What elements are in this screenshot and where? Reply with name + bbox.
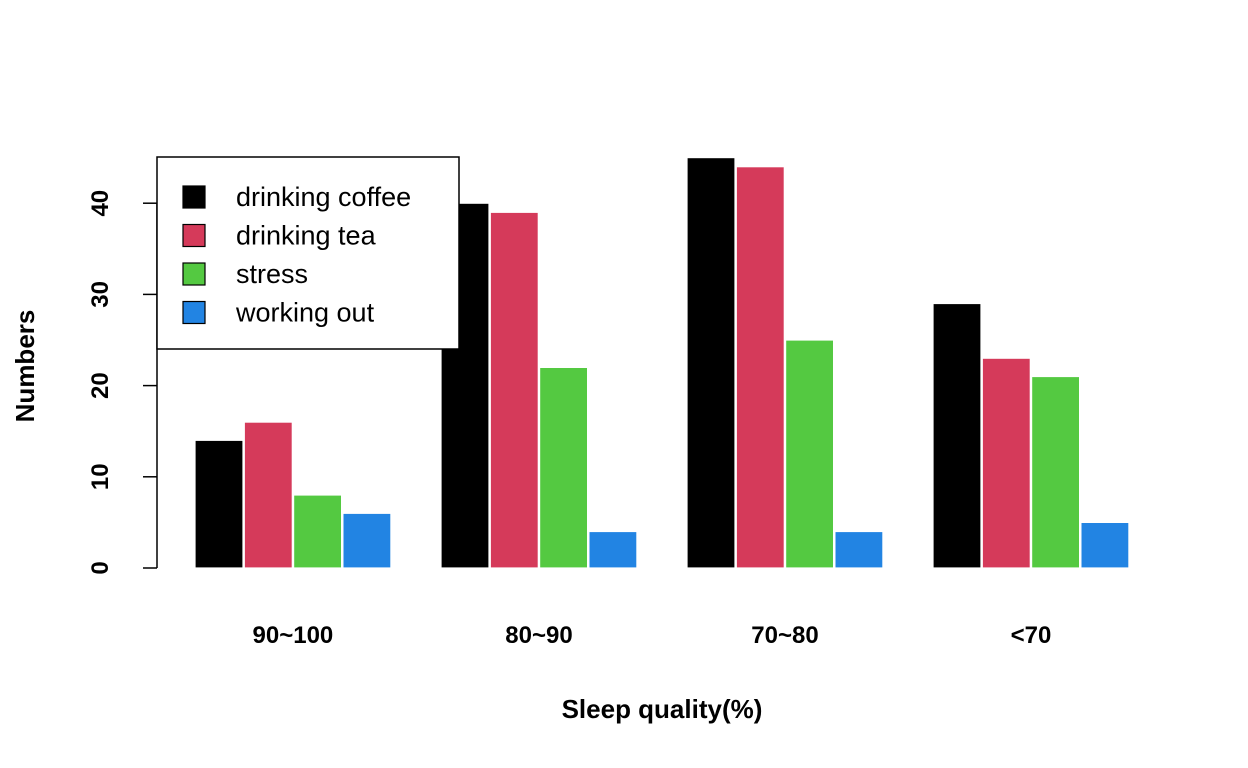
bar-working-out-3 <box>1080 521 1130 569</box>
legend-label: working out <box>235 298 375 328</box>
bar-drinking-tea-2 <box>735 166 785 569</box>
bar-drinking-tea-1 <box>489 211 539 569</box>
legend: drinking coffee drinking tea stress working… <box>156 156 460 350</box>
legend-swatch <box>182 185 206 209</box>
x-tick-label: 70~80 <box>751 622 818 649</box>
bar-working-out-0 <box>342 512 392 569</box>
bar-stress-3 <box>1030 375 1081 569</box>
legend-label: drinking tea <box>236 221 377 251</box>
x-tick-label: 80~90 <box>505 622 572 649</box>
legend-label: stress <box>236 259 308 289</box>
bar-stress-2 <box>784 339 835 569</box>
y-axis-title: Numbers <box>10 310 40 423</box>
legend-items: drinking coffee drinking tea stress working… <box>182 182 411 328</box>
y-tick-label: 20 <box>87 372 114 399</box>
bar-drinking-coffee-0 <box>194 439 244 569</box>
bar-stress-1 <box>538 366 589 569</box>
bar-stress-0 <box>293 494 343 569</box>
legend-swatch <box>182 300 206 325</box>
x-tick-label: <70 <box>1011 622 1052 649</box>
y-axis: 0 10 20 30 40 <box>87 190 158 575</box>
legend-label: drinking coffee <box>236 182 411 212</box>
bar-working-out-2 <box>834 530 884 569</box>
y-ticks: 0 10 20 30 40 <box>87 190 157 575</box>
x-tick-label: 90~100 <box>253 622 334 649</box>
y-tick-label: 0 <box>87 561 114 574</box>
legend-swatch <box>182 223 206 248</box>
bar-working-out-1 <box>588 530 638 569</box>
bar-drinking-tea-3 <box>981 357 1031 569</box>
y-tick-label: 30 <box>87 281 114 308</box>
x-axis-title: Sleep quality(%) <box>562 694 763 724</box>
bar-drinking-coffee-2 <box>686 157 736 569</box>
y-tick-label: 40 <box>87 190 114 217</box>
bar-drinking-coffee-3 <box>932 302 982 569</box>
legend-box <box>156 156 460 350</box>
y-tick-label: 10 <box>87 463 114 490</box>
bar-drinking-tea-0 <box>243 421 293 569</box>
x-tick-labels: 90~100 80~90 70~80 <70 <box>253 622 1052 649</box>
legend-swatch <box>182 262 206 286</box>
